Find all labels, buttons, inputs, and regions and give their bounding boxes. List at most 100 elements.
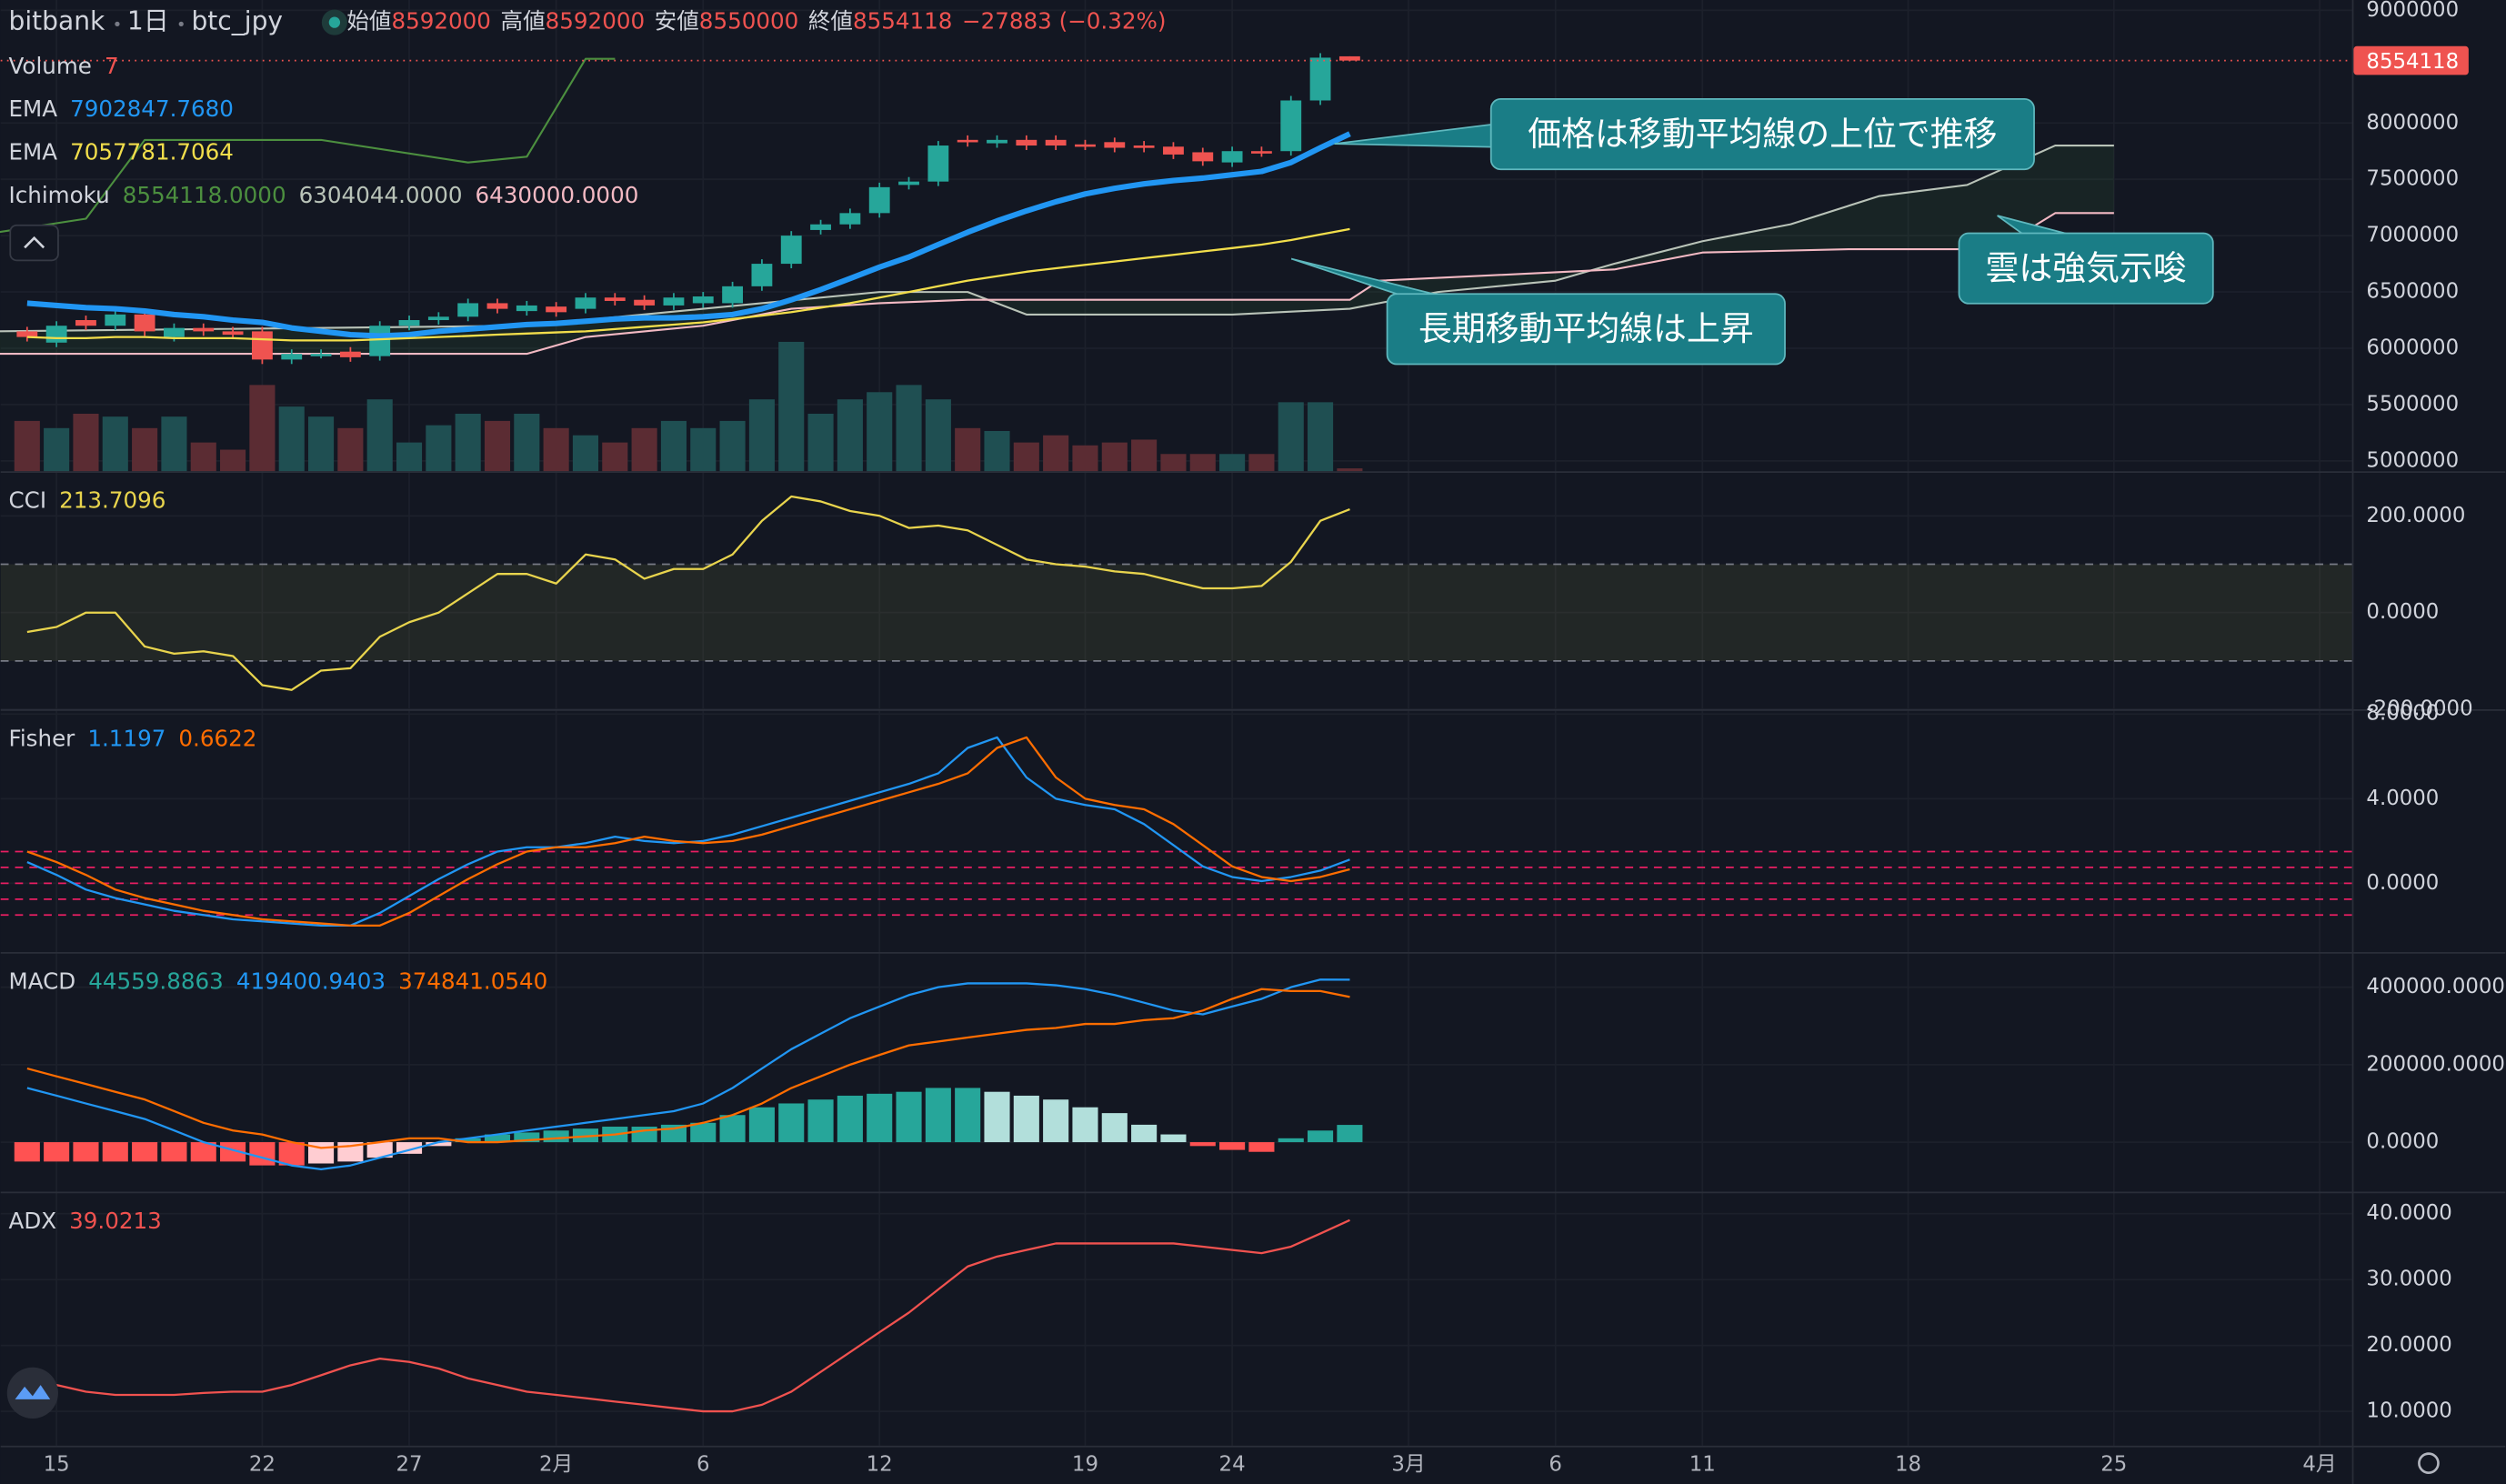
histogram-bar — [1337, 1125, 1363, 1143]
histogram-bar — [1219, 1142, 1246, 1150]
y-tick-label: 20.0000 — [2366, 1333, 2451, 1357]
legend-text: 8554118.0000 — [123, 182, 286, 208]
x-tick-label: 27 — [396, 1452, 422, 1476]
y-tick-label: 5500000 — [2366, 392, 2459, 416]
y-tick-label: 4.0000 — [2366, 787, 2439, 810]
candle-body — [1280, 100, 1302, 152]
y-tick-label: 0.0000 — [2366, 600, 2439, 624]
volume-bar — [1337, 468, 1363, 472]
candle-body — [1133, 145, 1155, 148]
x-tick-label: 4月 — [2302, 1452, 2336, 1476]
header-text: 1日 — [127, 6, 169, 36]
change: −27883 (−0.32%) — [962, 8, 1166, 35]
volume-bar — [190, 442, 216, 472]
histogram-bar — [719, 1115, 746, 1143]
callout-box — [1958, 232, 2214, 305]
volume-bar — [278, 406, 305, 472]
ohlc-value: 8592000 — [546, 8, 645, 35]
volume-bar — [396, 442, 423, 472]
y-tick-label: 10.0000 — [2366, 1399, 2451, 1423]
candle-body — [1163, 146, 1184, 155]
x-tick-label: 22 — [249, 1452, 276, 1476]
logo-icon — [15, 1385, 51, 1399]
legend: Fisher 1.1197 0.6622 — [9, 725, 257, 751]
x-tick-label: 25 — [2100, 1452, 2127, 1476]
volume-bar — [748, 399, 775, 472]
candle-body — [722, 286, 744, 304]
ichimoku-line — [0, 144, 2114, 333]
histogram-bar — [1189, 1142, 1216, 1147]
y-tick-label: 8.0000 — [2366, 702, 2439, 726]
callout-text: 価格は移動平均線の上位で推移 — [1528, 115, 1997, 154]
volume-bar — [631, 427, 657, 472]
volume-bar — [837, 399, 863, 472]
x-tick-label: 6 — [697, 1452, 710, 1476]
candle-body — [634, 299, 656, 306]
collapse-button[interactable] — [9, 224, 59, 262]
y-tick-label: 7000000 — [2366, 224, 2459, 247]
histogram-bar — [1248, 1142, 1275, 1152]
candle-body — [16, 331, 38, 337]
header-text: btc_jpy — [191, 6, 283, 36]
callout-box — [1489, 98, 2035, 171]
y-tick-label: 0.0000 — [2366, 871, 2439, 895]
ichimoku-line — [0, 212, 2114, 356]
ohlc-label: 始値 — [346, 8, 391, 35]
volume-bar — [249, 385, 276, 472]
indicator-line — [26, 495, 1350, 691]
header-text: bitbank — [9, 6, 106, 36]
histogram-bar — [1160, 1134, 1187, 1143]
x-tick-label: 19 — [1072, 1452, 1098, 1476]
candle-body — [546, 306, 567, 313]
y-tick-label: 9000000 — [2366, 0, 2459, 22]
y-tick-label: 7500000 — [2366, 167, 2459, 191]
legend-text: CCI — [9, 487, 47, 514]
legend: EMA 7902847.7680 — [9, 95, 234, 122]
x-tick-label: 11 — [1689, 1452, 1716, 1476]
volume-bar — [778, 341, 805, 472]
histogram-bar — [44, 1142, 70, 1162]
candle-body — [1221, 151, 1243, 163]
volume-bar — [719, 420, 746, 472]
histogram-bar — [366, 1142, 393, 1158]
histogram-bar — [690, 1122, 717, 1143]
volume-bar — [807, 413, 834, 472]
candle-body — [457, 303, 479, 317]
legend-text: Fisher — [9, 725, 76, 751]
legend-text: 1.1197 — [87, 725, 165, 751]
candle-body — [604, 297, 626, 301]
collapse-icon — [24, 236, 45, 249]
volume-bar — [1189, 454, 1216, 472]
legend-text: EMA — [9, 95, 58, 122]
logo[interactable] — [6, 1367, 58, 1419]
plot — [0, 53, 2352, 1413]
ichimoku-line — [0, 57, 616, 234]
histogram-bar — [984, 1091, 1010, 1143]
x-tick-label: 12 — [867, 1452, 893, 1476]
candle-body — [281, 354, 303, 360]
volume-bar — [1308, 402, 1334, 472]
header: bitbank 1日 btc_jpy 始値8592000 高値8592000 安値8550… — [9, 6, 1167, 36]
volume-bar — [660, 420, 687, 472]
x-tick-label: 18 — [1895, 1452, 1921, 1476]
candle-body — [164, 327, 185, 337]
candle-body — [1192, 152, 1214, 162]
ohlc-value: 8550000 — [699, 8, 798, 35]
histogram-bar — [896, 1091, 922, 1143]
volume-bar — [426, 425, 452, 472]
volume-bar — [102, 416, 128, 472]
volume-bar — [514, 413, 540, 472]
candle-body — [1104, 142, 1126, 148]
candle-body — [957, 139, 978, 143]
candle-body — [780, 236, 802, 265]
candle-body — [134, 314, 155, 332]
volume-bar — [14, 420, 40, 472]
candle-body — [398, 320, 420, 326]
volume-bar — [366, 399, 393, 472]
settings-icon[interactable] — [2418, 1452, 2440, 1475]
volume-bar — [1248, 454, 1275, 472]
histogram-bar — [543, 1130, 569, 1143]
ema-line — [26, 227, 1350, 342]
